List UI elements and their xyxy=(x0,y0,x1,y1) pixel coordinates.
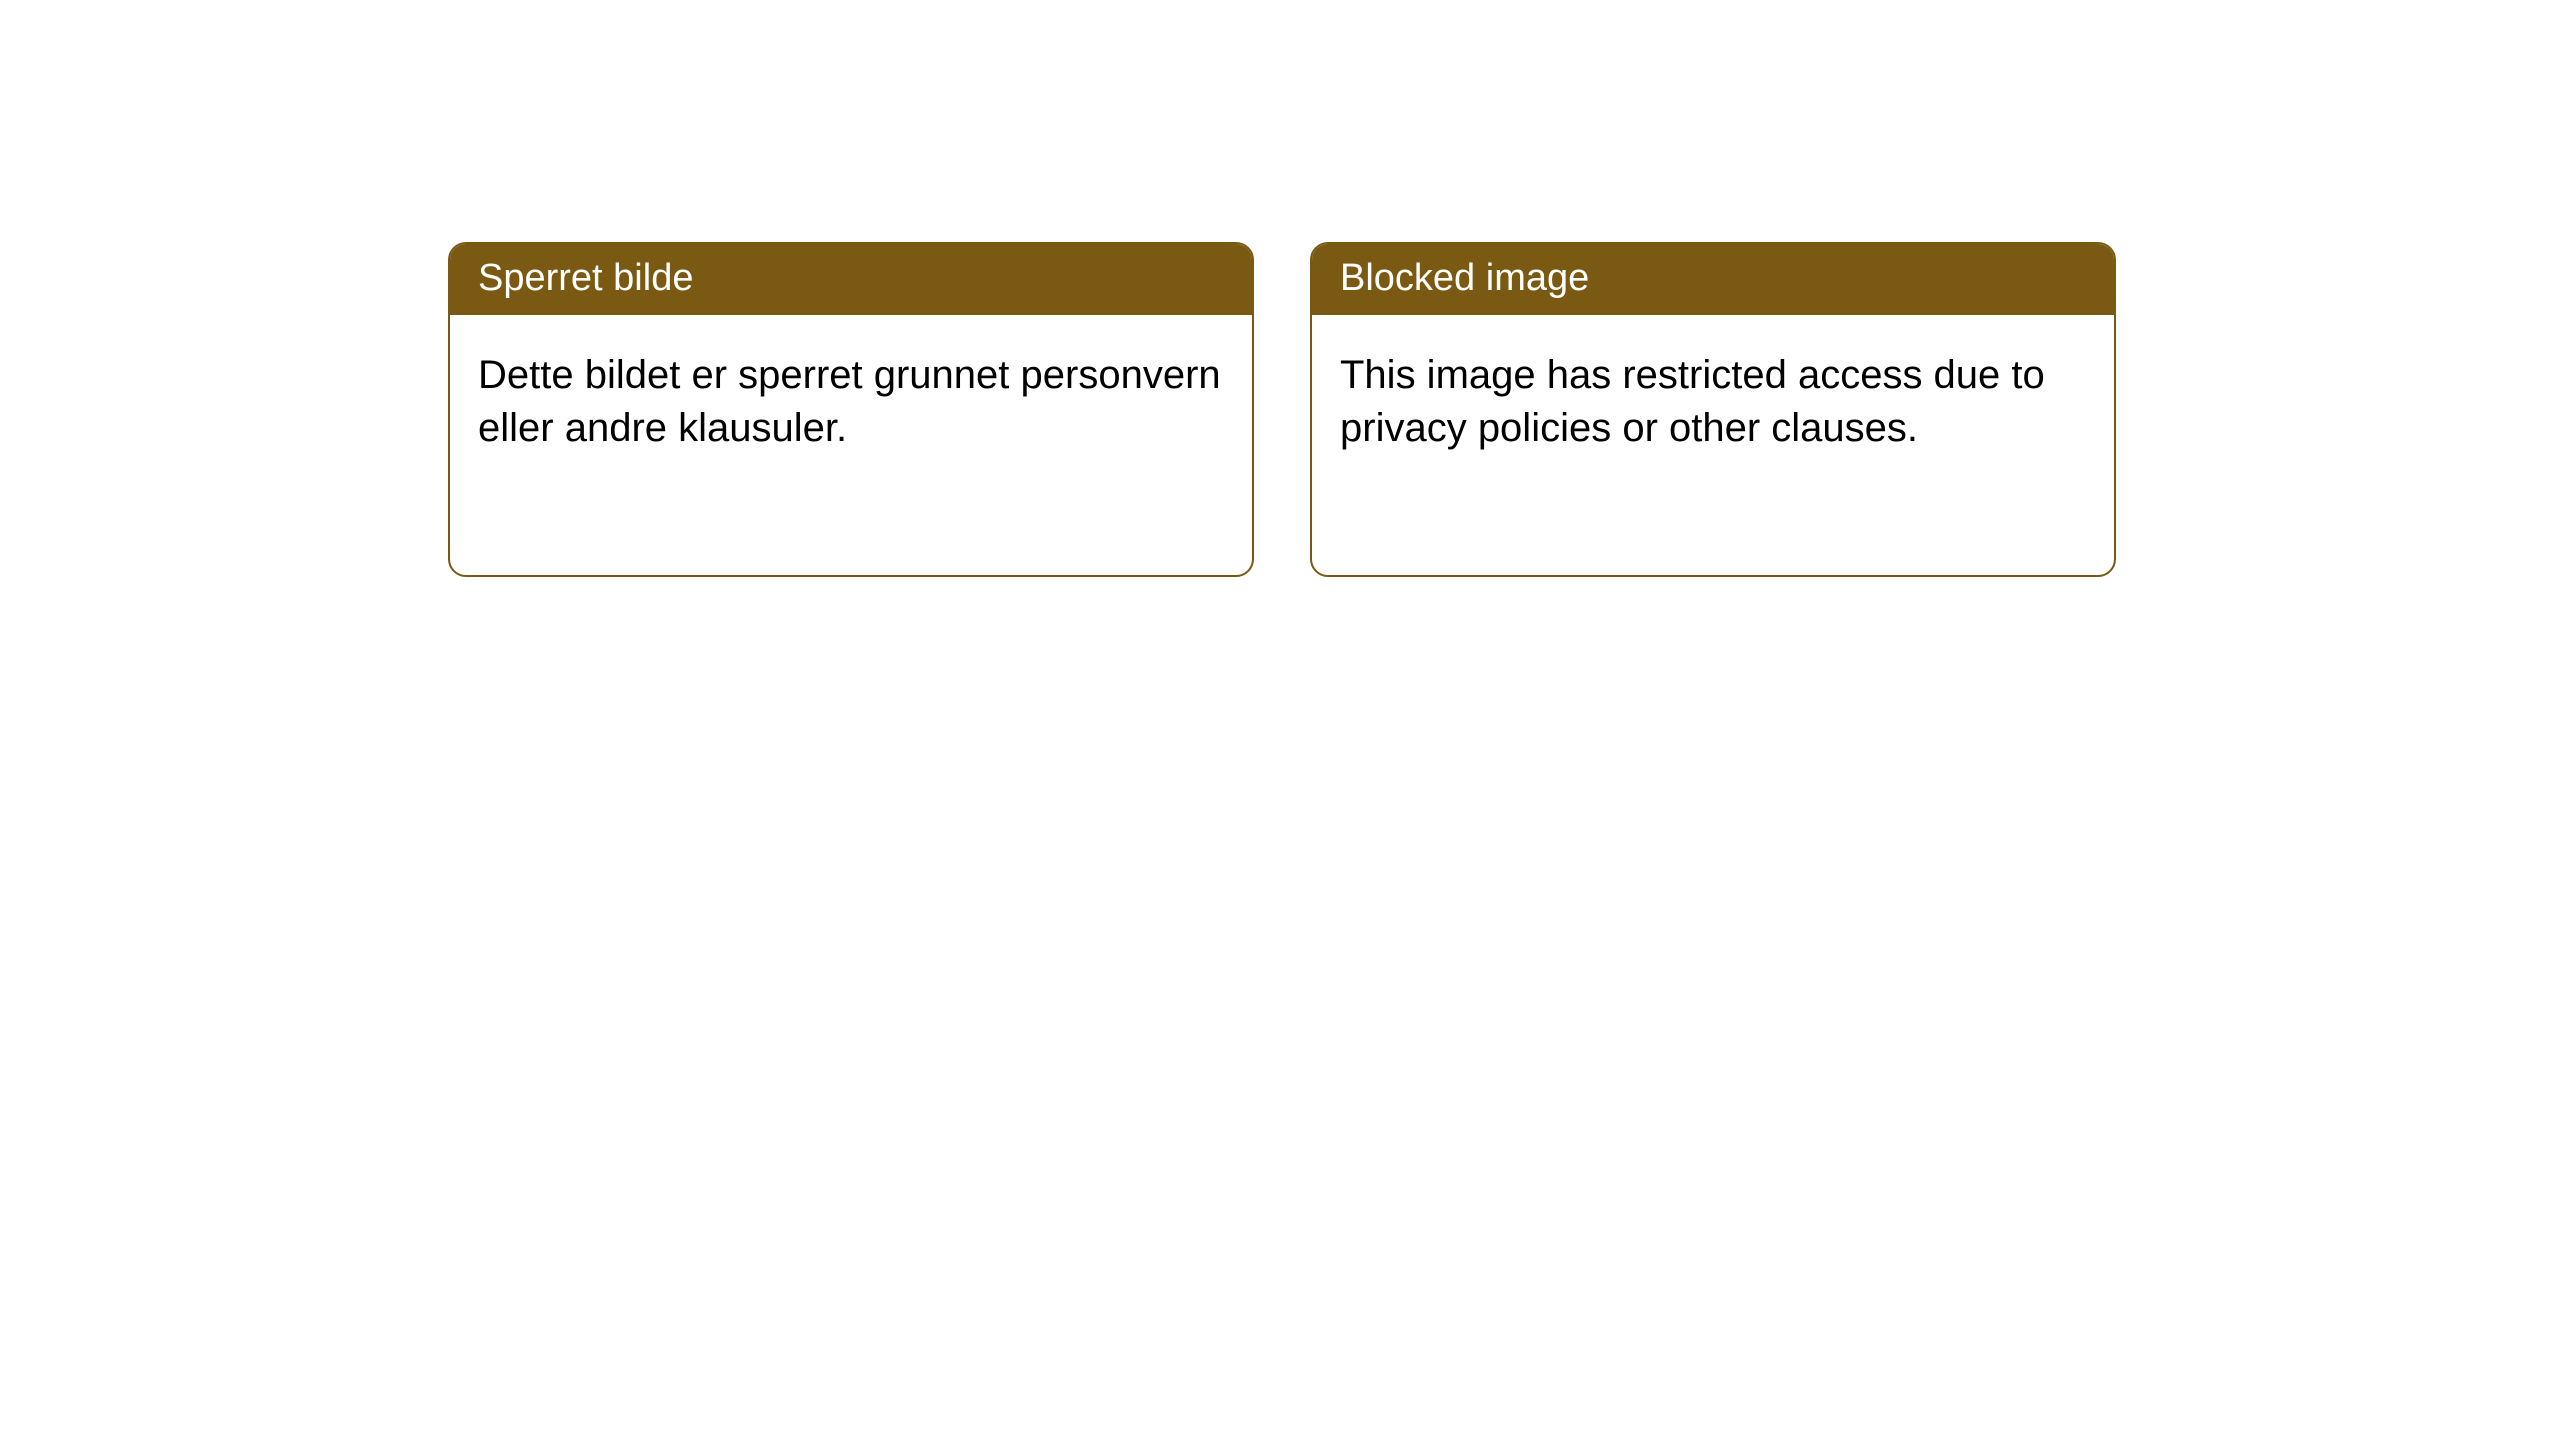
notice-body: Dette bildet er sperret grunnet personve… xyxy=(450,315,1252,489)
notice-title: Blocked image xyxy=(1312,244,2114,315)
notice-body: This image has restricted access due to … xyxy=(1312,315,2114,489)
notice-container: Sperret bilde Dette bildet er sperret gr… xyxy=(448,242,2116,577)
notice-title: Sperret bilde xyxy=(450,244,1252,315)
notice-card-norwegian: Sperret bilde Dette bildet er sperret gr… xyxy=(448,242,1254,577)
notice-card-english: Blocked image This image has restricted … xyxy=(1310,242,2116,577)
